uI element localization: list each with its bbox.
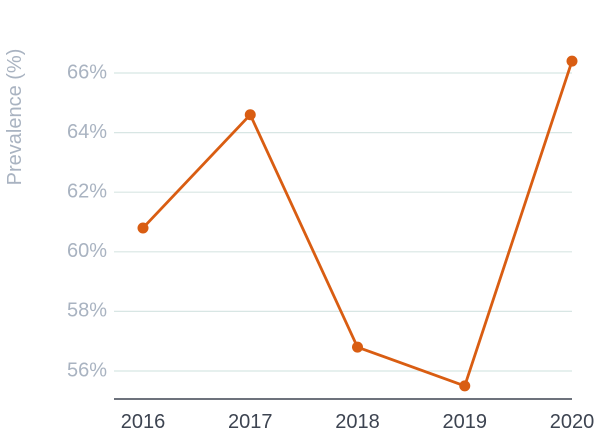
data-point: [244, 109, 256, 121]
data-point: [137, 222, 149, 234]
gridlines: [114, 72, 572, 372]
series-layer: [137, 55, 578, 392]
y-tick-label: 56%: [67, 359, 107, 381]
y-tick-label: 58%: [67, 300, 107, 322]
y-tick-label: 62%: [67, 180, 107, 202]
x-tick-label: 2018: [335, 411, 380, 433]
y-tick-label: 64%: [67, 121, 107, 143]
data-point: [566, 55, 578, 67]
x-tick-label: 2020: [550, 411, 595, 433]
y-tick-label: 60%: [67, 240, 107, 262]
y-axis-title: Prevalence (%): [4, 49, 26, 186]
y-axis-ticks: 56% 58% 60% 62% 64% 66%: [67, 61, 107, 381]
x-axis-ticks: 2016 2017 2018 2019 2020: [121, 411, 595, 433]
x-tick-label: 2016: [121, 411, 166, 433]
series-line: [141, 59, 574, 388]
x-tick-label: 2019: [443, 411, 488, 433]
data-point: [459, 380, 471, 392]
data-point: [352, 341, 363, 353]
x-tick-label: 2017: [228, 411, 273, 433]
y-tick-label: 66%: [67, 61, 107, 83]
